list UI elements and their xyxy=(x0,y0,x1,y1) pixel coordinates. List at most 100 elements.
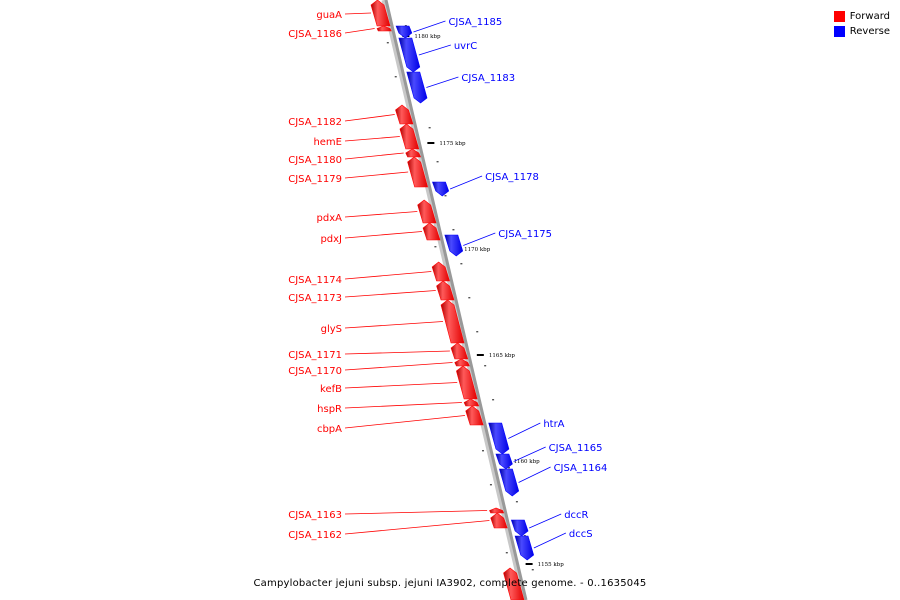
gene-CJSA_1179: CJSA_1179 xyxy=(288,156,429,188)
gene-CJSA_1180: CJSA_1180 xyxy=(288,148,422,166)
gene-CJSA_1175: CJSA_1175 xyxy=(444,229,552,257)
gene-block xyxy=(406,71,428,104)
gene-block xyxy=(370,0,391,27)
leader-line xyxy=(344,271,432,280)
genome-title: Campylobacter jejuni subsp. jejuni IA390… xyxy=(253,578,647,589)
gene-htrA: htrA xyxy=(488,419,565,455)
gene-block xyxy=(407,156,429,188)
gene-label: hspR xyxy=(317,404,342,415)
legend-forward-label: Forward xyxy=(849,11,890,22)
gene-block xyxy=(490,512,508,529)
legend: Forward Reverse xyxy=(833,9,890,39)
leader-line xyxy=(344,520,490,535)
gene-block xyxy=(456,365,478,400)
leader-line xyxy=(344,321,444,329)
gene-block xyxy=(465,405,484,426)
gene-block xyxy=(503,567,525,600)
leader-line xyxy=(344,28,375,34)
gene-label: CJSA_1185 xyxy=(448,17,502,28)
gene-block xyxy=(488,422,510,455)
gene-label: CJSA_1170 xyxy=(288,366,342,377)
gene-label: CJSA_1186 xyxy=(288,29,342,40)
leader-line xyxy=(344,350,450,355)
minor-tick xyxy=(489,484,492,486)
gene-CJSA_1183: CJSA_1183 xyxy=(406,71,515,104)
gene-glyS: glyS xyxy=(321,299,465,344)
gene-label: htrA xyxy=(543,419,564,430)
gene-hspR: hspR xyxy=(317,398,480,415)
gene-block xyxy=(422,222,441,241)
minor-tick xyxy=(505,552,508,554)
gene-CJSA_1170: CJSA_1170 xyxy=(288,358,470,377)
minor-tick xyxy=(460,263,463,265)
leader-line xyxy=(344,231,423,239)
gene-label: CJSA_1165 xyxy=(549,443,603,454)
gene-CJSA_1171: CJSA_1171 xyxy=(288,342,469,361)
minor-tick xyxy=(468,297,471,299)
leader-line xyxy=(426,76,459,88)
gene-label: pdxA xyxy=(317,213,343,224)
gene-CJSA_1178: CJSA_1178 xyxy=(432,172,539,197)
minor-tick xyxy=(492,399,495,401)
leader-line xyxy=(344,171,409,179)
leader-line xyxy=(529,513,562,529)
gene-label: CJSA_1171 xyxy=(288,350,342,361)
gene-label: uvrC xyxy=(454,41,477,52)
gene-block xyxy=(450,342,469,360)
tick-label: 1180 kbp xyxy=(414,34,441,40)
gene-label: kefB xyxy=(320,384,342,395)
gene-hemE: hemE xyxy=(313,123,420,150)
leader-line xyxy=(344,290,436,298)
minor-tick xyxy=(507,467,510,469)
minor-tick xyxy=(394,76,397,78)
gene-guaA: guaA xyxy=(316,0,391,27)
reverse-swatch xyxy=(833,26,845,37)
minor-tick xyxy=(434,246,437,248)
gene-block xyxy=(514,535,535,561)
backbone xyxy=(384,0,528,600)
gene-block xyxy=(440,299,465,344)
minor-tick xyxy=(531,569,534,571)
leader-line xyxy=(344,152,404,160)
minor-tick xyxy=(428,127,431,129)
gene-label: CJSA_1183 xyxy=(461,73,515,84)
leader-line xyxy=(413,20,446,33)
gene-block xyxy=(444,234,464,257)
gene-CJSA_1163: CJSA_1163 xyxy=(288,507,505,521)
gene-label: CJSA_1179 xyxy=(288,174,342,185)
leader-line xyxy=(533,532,567,549)
leader-line xyxy=(344,382,458,389)
gene-kefB: kefB xyxy=(320,365,478,400)
gene-block xyxy=(395,104,414,125)
gene-label: CJSA_1178 xyxy=(485,172,539,183)
legend-item-forward: Forward xyxy=(833,9,890,24)
tick-label: 1155 kbp xyxy=(538,562,565,568)
minor-tick xyxy=(444,195,447,197)
gene-label: CJSA_1180 xyxy=(288,155,342,166)
gene-block xyxy=(499,468,520,497)
gene-block xyxy=(431,261,450,282)
gene-label: pdxJ xyxy=(320,234,342,245)
legend-reverse-label: Reverse xyxy=(849,26,890,37)
gene-CJSA_1164: CJSA_1164 xyxy=(499,463,608,497)
gene-CJSA_1173: CJSA_1173 xyxy=(288,280,455,304)
gene-block xyxy=(398,37,421,73)
gene-block xyxy=(395,25,413,39)
gene-label: CJSA_1164 xyxy=(554,463,608,474)
minor-tick xyxy=(482,450,484,452)
leader-line xyxy=(344,211,418,218)
tick-label: 1170 kbp xyxy=(464,247,491,253)
gene-label: guaA xyxy=(316,10,342,21)
gene-block xyxy=(510,519,529,537)
gene-CJSA_1174: CJSA_1174 xyxy=(288,261,450,286)
gene-block xyxy=(417,199,437,224)
leader-line xyxy=(344,136,400,142)
minor-tick xyxy=(386,42,389,44)
legend-item-reverse: Reverse xyxy=(833,24,890,39)
leader-line xyxy=(508,422,541,439)
major-tick xyxy=(525,563,533,565)
gene-label: CJSA_1175 xyxy=(498,229,552,240)
gene-label: cbpA xyxy=(317,424,342,435)
leader-line xyxy=(344,12,372,15)
